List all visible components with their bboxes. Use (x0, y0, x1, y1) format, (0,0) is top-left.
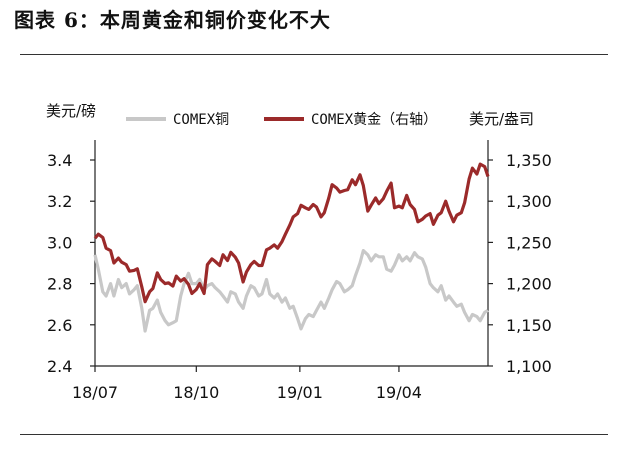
x-tick-label: 19/01 (277, 383, 323, 402)
left-tick-label: 2.6 (47, 316, 72, 335)
right-tick-label: 1,150 (506, 316, 552, 335)
x-tick-label: 18/10 (173, 383, 219, 402)
right-tick-label: 1,300 (506, 192, 552, 211)
left-tick-label: 2.8 (47, 275, 72, 294)
left-tick-label: 2.4 (47, 357, 72, 376)
copper-price-line (93, 249, 489, 333)
figure-title: 图表 6：本周黄金和铜价变化不大 (14, 8, 331, 32)
right-tick-label: 1,200 (506, 275, 552, 294)
bottom-rule (20, 434, 608, 435)
x-tick-label: 18/07 (72, 383, 118, 402)
legend-gold-label: COMEX黄金（右轴） (311, 111, 437, 128)
left-tick-label: 3.2 (47, 192, 72, 211)
left-axis-unit: 美元/磅 (46, 102, 96, 120)
right-axis-unit: 美元/盎司 (469, 110, 534, 128)
gold-price-line (93, 162, 490, 304)
right-tick-label: 1,100 (506, 357, 552, 376)
x-tick-label: 19/04 (376, 383, 422, 402)
left-tick-label: 3.0 (47, 233, 72, 252)
right-tick-label: 1,350 (506, 151, 552, 170)
right-tick-label: 1,250 (506, 233, 552, 252)
left-tick-label: 3.4 (47, 151, 72, 170)
legend-copper-label: COMEX铜 (173, 112, 229, 128)
top-rule (20, 54, 608, 55)
